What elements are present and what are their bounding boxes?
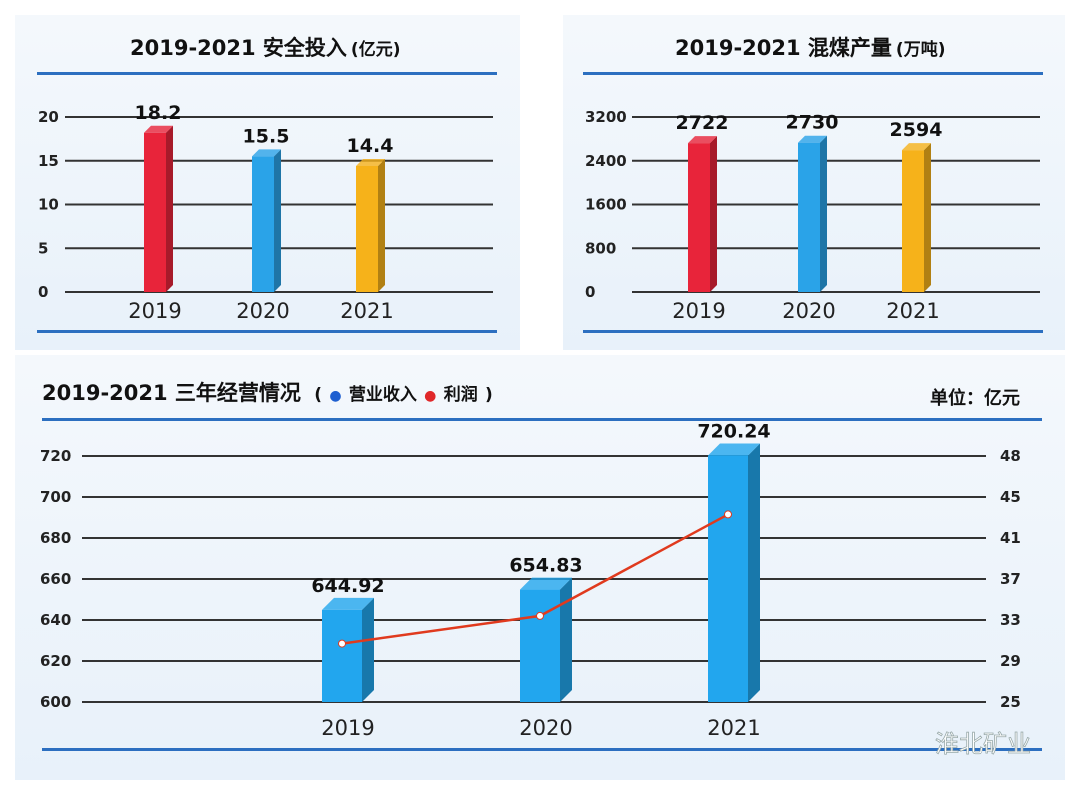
- bar-side: [710, 136, 717, 292]
- y-tick-label: 2400: [585, 152, 627, 170]
- y-tick-label-left: 700: [40, 488, 71, 506]
- bar-side: [362, 597, 374, 702]
- bar-top: [322, 597, 374, 610]
- bar-side: [378, 159, 385, 292]
- data-label: 720.24: [697, 421, 770, 443]
- bar-side: [924, 143, 931, 292]
- chart-title: 2019-2021 三年经营情况 ( ● 营业收入 ● 利润 ): [42, 381, 493, 405]
- y-tick-label: 10: [38, 196, 59, 214]
- data-label: 14.4: [347, 135, 394, 157]
- x-tick-label: 2020: [782, 299, 835, 323]
- bar: [144, 132, 166, 292]
- y-tick-label: 1600: [585, 196, 627, 214]
- y-tick-label: 3200: [585, 108, 627, 126]
- data-label: 2730: [786, 112, 839, 134]
- x-tick-label: 2019: [321, 716, 374, 740]
- y-tick-label-right: 33: [1000, 611, 1021, 629]
- bar: [322, 609, 362, 702]
- bar-side: [560, 577, 572, 702]
- legend-dot-revenue: ●: [329, 388, 341, 404]
- title-rule: [37, 72, 497, 75]
- y-tick-label: 0: [585, 283, 595, 301]
- y-tick-label-right: 29: [1000, 652, 1021, 670]
- bar-top: [144, 125, 173, 133]
- y-tick-label-right: 45: [1000, 488, 1021, 506]
- data-label: 18.2: [135, 102, 182, 124]
- y-tick-label: 15: [38, 152, 59, 170]
- bar-top: [798, 135, 827, 143]
- bottom-rule: [42, 748, 1042, 751]
- x-tick-label: 2021: [886, 299, 939, 323]
- y-tick-label-left: 600: [40, 693, 71, 711]
- panel-operations: 2019-2021 三年经营情况 ( ● 营业收入 ● 利润 ) 单位：亿元 6…: [15, 355, 1065, 780]
- bar: [356, 166, 378, 292]
- bar: [902, 150, 924, 292]
- bar: [688, 143, 710, 292]
- chart-title: 2019-2021 安全投入 (亿元): [130, 36, 400, 60]
- bar-top: [902, 143, 931, 151]
- bar-side: [166, 125, 173, 292]
- chart-title: 2019-2021 混煤产量 (万吨): [675, 36, 945, 60]
- bar-side: [748, 443, 760, 702]
- bar: [708, 455, 748, 702]
- bar-side: [820, 135, 827, 292]
- x-tick-label: 2020: [519, 716, 572, 740]
- y-tick-label-right: 48: [1000, 447, 1021, 465]
- data-label: 15.5: [243, 125, 290, 147]
- y-tick-label-left: 660: [40, 570, 71, 588]
- bar-top: [252, 149, 281, 157]
- y-tick-label-right: 25: [1000, 693, 1021, 711]
- title-rule: [583, 72, 1043, 75]
- y-tick-label: 5: [38, 239, 48, 257]
- y-tick-label-left: 640: [40, 611, 71, 629]
- bar-top: [688, 136, 717, 144]
- x-tick-label: 2021: [340, 299, 393, 323]
- unit-label: 单位：亿元: [930, 387, 1020, 409]
- legend-profit: 利润: [444, 384, 478, 405]
- y-tick-label-right: 37: [1000, 570, 1021, 588]
- x-tick-label: 2019: [128, 299, 181, 323]
- bar: [798, 142, 820, 292]
- y-tick-label-left: 680: [40, 529, 71, 547]
- y-tick-label-left: 720: [40, 447, 71, 465]
- y-tick-label-right: 41: [1000, 529, 1021, 547]
- x-tick-label: 2020: [236, 299, 289, 323]
- panel-safety-investment: 2019-2021 安全投入 (亿元) 0 5 10 15 20 18.2 2019 15.5 2…: [15, 15, 520, 350]
- data-label: 2594: [890, 119, 943, 141]
- y-tick-label: 0: [38, 283, 48, 301]
- x-tick-label: 2021: [707, 716, 760, 740]
- bar-top: [356, 159, 385, 166]
- profit-point: [338, 639, 346, 648]
- legend-revenue: 营业收入: [349, 384, 417, 405]
- watermark: 淮北矿业: [935, 730, 1031, 758]
- bottom-rule: [583, 330, 1043, 333]
- panel-coal-output: 2019-2021 混煤产量 (万吨) 0 800 1600 2400 3200 2722 2…: [563, 15, 1065, 350]
- title-rule: [42, 418, 1042, 421]
- profit-point: [536, 611, 544, 620]
- profit-point: [724, 510, 732, 519]
- bar-side: [274, 149, 281, 292]
- y-tick-label-left: 620: [40, 652, 71, 670]
- x-tick-label: 2019: [672, 299, 725, 323]
- data-label: 654.83: [509, 555, 582, 577]
- bar-top: [708, 443, 760, 456]
- data-label: 644.92: [311, 575, 384, 597]
- y-tick-label: 800: [585, 239, 616, 257]
- y-tick-label: 20: [38, 108, 59, 126]
- bar-top: [520, 577, 572, 590]
- bar: [252, 156, 274, 292]
- bottom-rule: [37, 330, 497, 333]
- bar: [520, 589, 560, 702]
- legend-dot-profit: ●: [424, 388, 436, 404]
- data-label: 2722: [676, 112, 729, 134]
